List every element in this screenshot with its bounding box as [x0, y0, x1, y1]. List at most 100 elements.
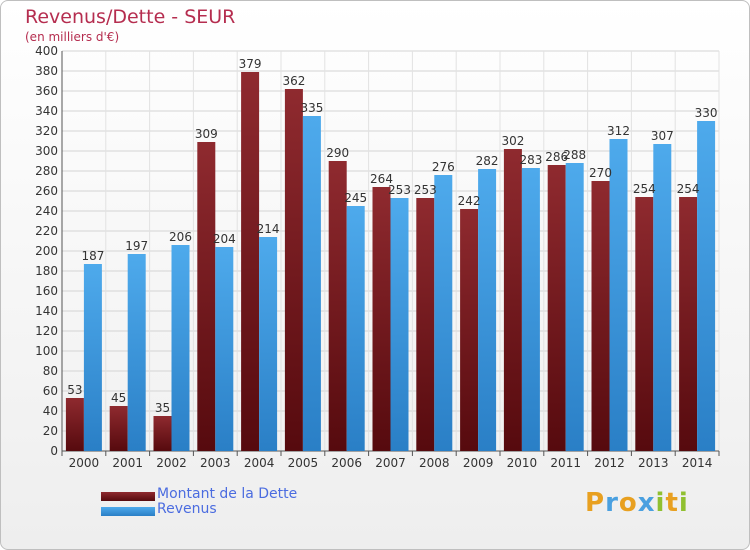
- data-label-dette: 254: [633, 182, 656, 196]
- data-label-revenus: 282: [476, 154, 499, 168]
- bar-revenus: [302, 116, 321, 451]
- data-label-revenus: 197: [125, 239, 148, 253]
- data-label-dette: 302: [501, 134, 524, 148]
- bar-dette: [241, 72, 260, 451]
- y-tick-label: 240: [35, 204, 58, 218]
- data-label-dette: 270: [589, 166, 612, 180]
- bar-revenus: [609, 139, 628, 451]
- x-tick-label: 2003: [200, 456, 231, 470]
- y-tick-label: 320: [35, 124, 58, 138]
- data-label-dette: 35: [155, 401, 170, 415]
- y-tick-label: 340: [35, 104, 58, 118]
- bars: [65, 72, 716, 451]
- bar-revenus: [127, 254, 146, 451]
- y-tick-label: 0: [50, 444, 58, 458]
- bar-revenus: [171, 245, 190, 451]
- x-tick-label: 2012: [594, 456, 625, 470]
- y-tick-label: 300: [35, 144, 58, 158]
- y-tick-label: 160: [35, 284, 58, 298]
- y-tick-label: 280: [35, 164, 58, 178]
- x-tick-label: 2009: [463, 456, 494, 470]
- bar-dette: [547, 165, 566, 451]
- bar-dette: [460, 209, 479, 451]
- logo-letter: P: [585, 488, 606, 518]
- x-tick-label: 2011: [550, 456, 581, 470]
- bar-revenus: [653, 144, 672, 451]
- legend-swatch-revenus: [101, 507, 155, 516]
- bar-dette: [591, 181, 610, 451]
- data-label-revenus: 253: [388, 183, 411, 197]
- y-tick-label: 120: [35, 324, 58, 338]
- legend-label-dette: Montant de la Dette: [157, 486, 298, 502]
- data-label-revenus: 335: [300, 101, 323, 115]
- y-tick-label: 180: [35, 264, 58, 278]
- y-tick-label: 20: [43, 424, 58, 438]
- y-tick-label: 200: [35, 244, 58, 258]
- y-tick-label: 400: [35, 44, 58, 58]
- data-label-dette: 362: [282, 74, 305, 88]
- bar-dette: [372, 187, 391, 451]
- data-label-dette: 45: [111, 391, 126, 405]
- data-label-dette: 264: [370, 172, 393, 186]
- logo-letter: o: [618, 488, 638, 518]
- data-label-dette: 254: [677, 182, 700, 196]
- bar-revenus: [478, 169, 497, 451]
- bar-revenus: [259, 237, 278, 451]
- bar-dette: [284, 89, 303, 451]
- data-label-revenus: 312: [607, 124, 630, 138]
- x-tick-label: 2002: [156, 456, 187, 470]
- logo-letter: r: [605, 488, 619, 518]
- data-label-dette: 309: [195, 127, 218, 141]
- bar-dette: [416, 198, 435, 451]
- x-tick-label: 2008: [419, 456, 450, 470]
- bar-revenus: [434, 175, 453, 451]
- bar-dette: [65, 398, 84, 451]
- data-label-revenus: 330: [695, 106, 718, 120]
- x-tick-label: 2005: [288, 456, 319, 470]
- axes: 0 20 40 60 80 100 120 140 160 180 200 220 240 260 280 3…: [35, 44, 720, 470]
- x-tick-label: 2004: [244, 456, 275, 470]
- data-label-dette: 379: [239, 57, 262, 71]
- x-tick-label: 2014: [682, 456, 713, 470]
- x-tick-label: 2006: [331, 456, 362, 470]
- bar-revenus: [83, 264, 102, 451]
- bar-revenus: [390, 198, 409, 451]
- bar-dette: [635, 197, 654, 451]
- logo-letter: i: [655, 488, 666, 518]
- data-label-dette: 253: [414, 183, 437, 197]
- y-tick-label: 260: [35, 184, 58, 198]
- data-label-dette: 290: [326, 146, 349, 160]
- y-tick-label: 220: [35, 224, 58, 238]
- data-label-revenus: 214: [257, 222, 280, 236]
- data-labels: 5318745197352063092043792143623352902452…: [67, 57, 717, 415]
- bar-dette: [328, 161, 347, 451]
- y-tick-label: 100: [35, 344, 58, 358]
- x-tick-label: 2010: [507, 456, 538, 470]
- data-label-revenus: 288: [563, 148, 586, 162]
- data-label-revenus: 245: [344, 191, 367, 205]
- x-tick-label: 2013: [638, 456, 669, 470]
- data-label-revenus: 204: [213, 232, 236, 246]
- bar-revenus: [215, 247, 234, 451]
- data-label-dette: 53: [67, 383, 82, 397]
- bar-dette: [153, 416, 172, 451]
- x-tick-label: 2007: [375, 456, 406, 470]
- data-label-revenus: 283: [519, 153, 542, 167]
- bar-revenus: [521, 168, 540, 451]
- logo-letter: x: [637, 488, 656, 518]
- legend-label-revenus: Revenus: [157, 501, 217, 517]
- y-tick-label: 140: [35, 304, 58, 318]
- y-tick-label: 40: [43, 404, 58, 418]
- logo-letter: t: [665, 488, 679, 518]
- data-label-revenus: 307: [651, 129, 674, 143]
- bar-dette: [197, 142, 216, 451]
- y-tick-label: 360: [35, 84, 58, 98]
- data-label-dette: 242: [458, 194, 481, 208]
- data-label-dette: 286: [545, 150, 568, 164]
- bar-revenus: [346, 206, 365, 451]
- y-tick-label: 80: [43, 364, 58, 378]
- legend-swatch-dette: [101, 492, 155, 501]
- data-label-revenus: 206: [169, 230, 192, 244]
